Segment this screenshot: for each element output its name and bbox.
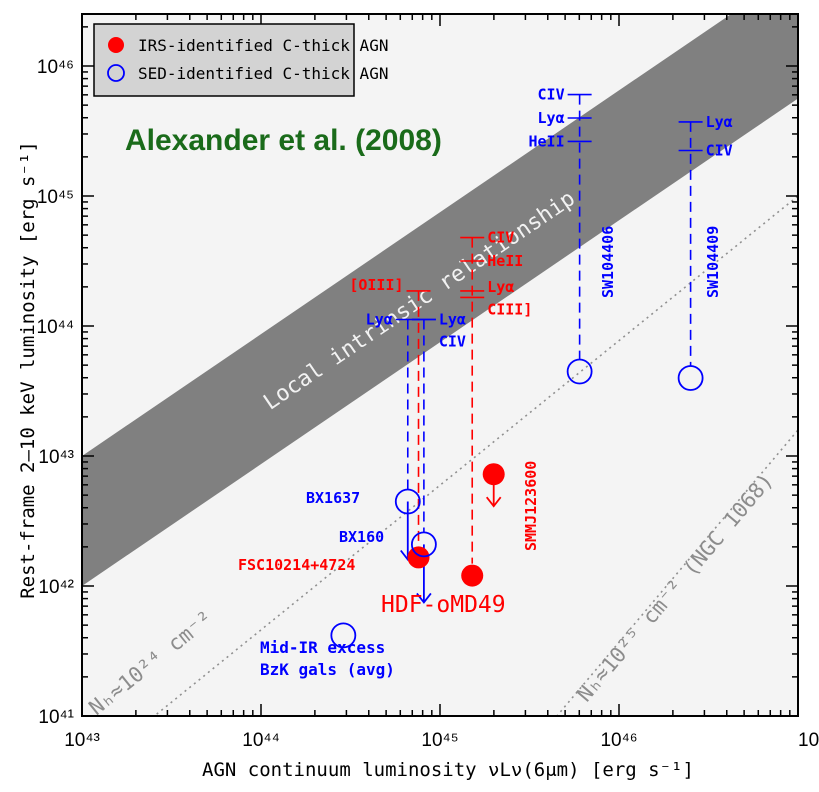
line-label-sw104409-ly: Lyα bbox=[706, 113, 733, 131]
y-tick-label: 10⁴³ bbox=[38, 447, 74, 468]
marker-bx1637 bbox=[394, 488, 421, 515]
intrinsic-band bbox=[82, 14, 798, 586]
x-tick-label: 10⁴⁷ bbox=[798, 730, 819, 751]
upper-limit-head-smmj123600 bbox=[485, 496, 502, 508]
label-bx160: BX160 bbox=[339, 528, 384, 546]
marker-sw104409 bbox=[677, 365, 704, 391]
marker-sw104406 bbox=[566, 358, 593, 385]
x-tick-label: 10⁴⁴ bbox=[242, 730, 279, 751]
label-fsc10214-4724: FSC10214+4724 bbox=[238, 556, 355, 574]
line-label-fsc10214-4724-oiii: [OIII] bbox=[349, 276, 403, 294]
annotation-citation: Alexander et al. (2008) bbox=[125, 124, 442, 157]
x-axis-label: AGN continuum luminosity νLν(6μm) [erg s… bbox=[202, 759, 694, 781]
marker-hdf-omd49 bbox=[461, 564, 484, 587]
x-tick-label: 10⁴⁶ bbox=[600, 730, 637, 751]
x-tick-label: 10⁴³ bbox=[64, 730, 100, 751]
y-tick-label: 10⁴¹ bbox=[38, 707, 74, 728]
y-tick-label: 10⁴⁶ bbox=[37, 57, 74, 78]
legend: IRS-identified C-thick AGN SED-identifie… bbox=[93, 23, 388, 97]
label-bx1637: BX1637 bbox=[306, 489, 360, 507]
line-label-hdf-omd49-ciii: CIII] bbox=[487, 300, 532, 318]
y-tick-label: 10⁴⁴ bbox=[37, 317, 74, 338]
legend-box bbox=[93, 23, 355, 97]
line-label-bx160-ly: Lyα bbox=[439, 311, 466, 329]
label-sw104406: SW104406 bbox=[599, 226, 617, 298]
line-label-sw104406-heii: HeII bbox=[528, 132, 564, 150]
y-axis-label: Rest-frame 2–10 keV luminosity [erg s⁻¹] bbox=[17, 141, 39, 599]
legend-marker-irs bbox=[108, 37, 124, 53]
legend-label-sed: SED-identified C-thick AGN bbox=[138, 64, 388, 83]
line-label-bx1637-ly: Lyα bbox=[366, 311, 393, 329]
line-label-hdf-omd49-ly: Lyα bbox=[487, 278, 514, 296]
line-label-hdf-omd49-heii: HeII bbox=[487, 252, 523, 270]
legend-label-irs: IRS-identified C-thick AGN bbox=[138, 36, 388, 55]
label-midir-line1: Mid-IR excess bbox=[260, 638, 385, 657]
y-tick-label: 10⁴² bbox=[38, 577, 74, 598]
y-tick-label: 10⁴⁵ bbox=[37, 187, 74, 208]
marker-smmj123600 bbox=[482, 463, 505, 486]
line-label-sw104406-ly: Lyα bbox=[538, 109, 565, 127]
label-midir-line2: BzK gals (avg) bbox=[260, 660, 395, 679]
line-label-sw104409-civ: CIV bbox=[706, 142, 733, 160]
label-sw104409: SW104409 bbox=[704, 226, 722, 298]
line-label-sw104406-civ: CIV bbox=[538, 86, 565, 104]
marker-bx160 bbox=[410, 531, 437, 558]
x-tick-label: 10⁴⁵ bbox=[421, 730, 458, 751]
label-smmj123600: SMMJ123600 bbox=[522, 461, 540, 551]
line-label-hdf-omd49-civ: CIV bbox=[487, 229, 514, 247]
label-hdf-omd49: HDF-oMD49 bbox=[381, 592, 506, 618]
upper-limit-head-bx160 bbox=[416, 592, 432, 604]
marker-mid-ir-excess-bzk-gals-avg bbox=[330, 622, 357, 649]
legend-marker-sed bbox=[107, 64, 125, 82]
line-label-bx160-civ: CIV bbox=[439, 333, 466, 351]
marker-fsc10214-4724 bbox=[407, 546, 430, 569]
